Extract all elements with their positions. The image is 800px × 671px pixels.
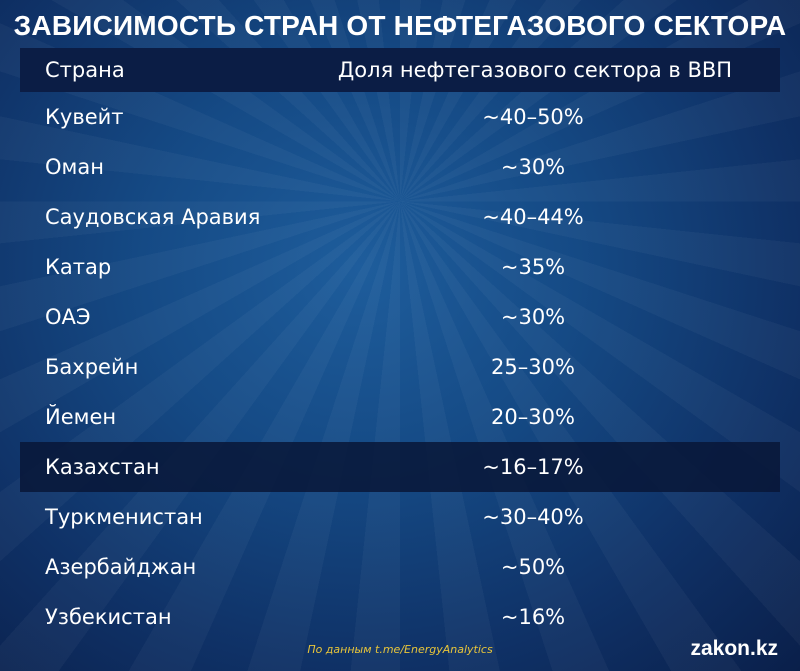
country-cell: Оман <box>45 155 104 179</box>
column-header: Страна <box>45 58 125 82</box>
table-row: Туркменистан ~30–40% <box>20 492 780 542</box>
title: ЗАВИСИМОСТЬ СТРАН ОТ НЕФТЕГАЗОВОГО СЕКТО… <box>13 10 787 41</box>
share-cell: ~30% <box>500 155 566 179</box>
share-cell: 20–30% <box>491 405 575 429</box>
country-cell: Казахстан <box>45 455 160 479</box>
country-cell: Катар <box>45 255 112 279</box>
table-row: Бахрейн 25–30% <box>20 342 780 392</box>
share-cell: ~16% <box>500 605 566 629</box>
country-cell: Азербайджан <box>45 555 197 579</box>
table-row: Оман ~30% <box>20 142 780 192</box>
share-cell: ~40–50% <box>482 105 584 129</box>
table-row: Узбекистан ~16% <box>20 592 780 642</box>
country-cell: Кувейт <box>45 105 124 129</box>
share-cell: 25–30% <box>491 355 575 379</box>
table-row: Йемен 20–30% <box>20 392 780 442</box>
table-row: Кувейт ~40–50% <box>20 92 780 142</box>
share-cell: ~50% <box>500 555 566 579</box>
country-cell: Туркменистан <box>45 505 203 529</box>
table-row: Катар ~35% <box>20 242 780 292</box>
table-header: Страна Доля нефтегазового сектора в ВВП <box>20 48 780 92</box>
share-cell: ~30–40% <box>482 505 584 529</box>
share-cell: ~30% <box>500 305 566 329</box>
country-cell: Йемен <box>45 405 117 429</box>
share-cell: ~16–17% <box>482 455 584 479</box>
brand: zakon.kz <box>690 637 778 660</box>
column-header: Доля нефтегазового сектора в ВВП <box>337 58 733 82</box>
share-cell: ~40–44% <box>482 205 584 229</box>
table-row: Казахстан ~16–17% <box>20 442 780 492</box>
table-row: ОАЭ ~30% <box>20 292 780 342</box>
country-cell: Бахрейн <box>45 355 139 379</box>
country-cell: Узбекистан <box>45 605 172 629</box>
share-cell: ~35% <box>500 255 566 279</box>
table-row: Азербайджан ~50% <box>20 542 780 592</box>
source-note: По данным t.me/EnergyAnalytics <box>307 643 493 656</box>
country-cell: Саудовская Аравия <box>45 205 261 229</box>
country-cell: ОАЭ <box>45 305 91 329</box>
table-row: Саудовская Аравия ~40–44% <box>20 192 780 242</box>
